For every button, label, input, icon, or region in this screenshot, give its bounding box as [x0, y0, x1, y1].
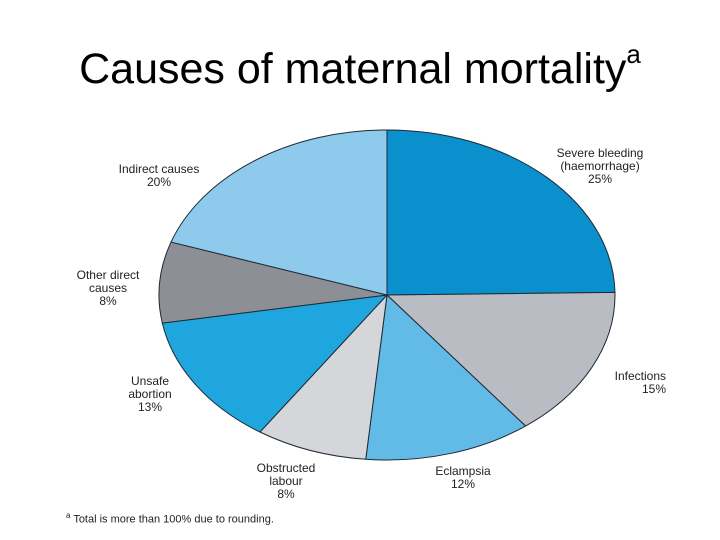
- slice-label-line: 25%: [587, 172, 613, 186]
- slice-label-line: (haemorrhage): [560, 159, 640, 173]
- slice-label: Indirect causes 20%: [104, 163, 214, 189]
- slice-label-line: 8%: [277, 487, 295, 501]
- slide-title: Causes of maternal mortalitya: [0, 40, 720, 93]
- slice-label-line: 15%: [641, 382, 666, 396]
- slice-label: Obstructed labour 8%: [246, 462, 326, 501]
- slice-label-line: Other direct: [76, 268, 140, 282]
- slice-label-line: Unsafe: [130, 374, 170, 388]
- slice-label-line: causes: [88, 281, 128, 295]
- slide-title-text: Causes of maternal mortality: [79, 45, 627, 93]
- slice-label-line: abortion: [128, 387, 172, 401]
- pie-slice: [365, 293, 527, 461]
- slice-label: Eclampsia 12%: [428, 465, 498, 491]
- chart-footnote: a Total is more than 100% due to roundin…: [66, 511, 274, 526]
- pie-slice: [158, 241, 388, 324]
- slice-label-line: Severe bleeding: [556, 146, 644, 160]
- slice-label-line: Infections: [614, 369, 666, 383]
- slice-label-line: Indirect causes: [118, 162, 200, 176]
- pie-slice: [386, 129, 616, 296]
- footnote-marker: a: [66, 511, 71, 520]
- slice-label-line: 13%: [137, 400, 163, 414]
- slice-label: Unsafe abortion 13%: [110, 375, 190, 414]
- pie-slice: [161, 294, 389, 433]
- slice-label-line: labour: [269, 474, 303, 488]
- pie-slice: [259, 293, 388, 460]
- footnote-text: Total is more than 100% due to rounding.: [73, 513, 274, 526]
- title-superscript: a: [626, 39, 641, 69]
- slice-label-line: 20%: [146, 175, 172, 189]
- pie-slice: [385, 291, 616, 427]
- slice-label-line: 8%: [99, 294, 117, 308]
- pie-slice: [170, 129, 388, 296]
- slice-label: Other direct causes 8%: [62, 269, 154, 308]
- slice-label: Severe bleeding (haemorrhage) 25%: [545, 147, 655, 186]
- slice-label-line: Obstructed: [256, 461, 316, 475]
- slice-label: Infections 15%: [596, 370, 666, 396]
- slice-label-line: 12%: [450, 477, 476, 491]
- slice-label-line: Eclampsia: [435, 464, 491, 478]
